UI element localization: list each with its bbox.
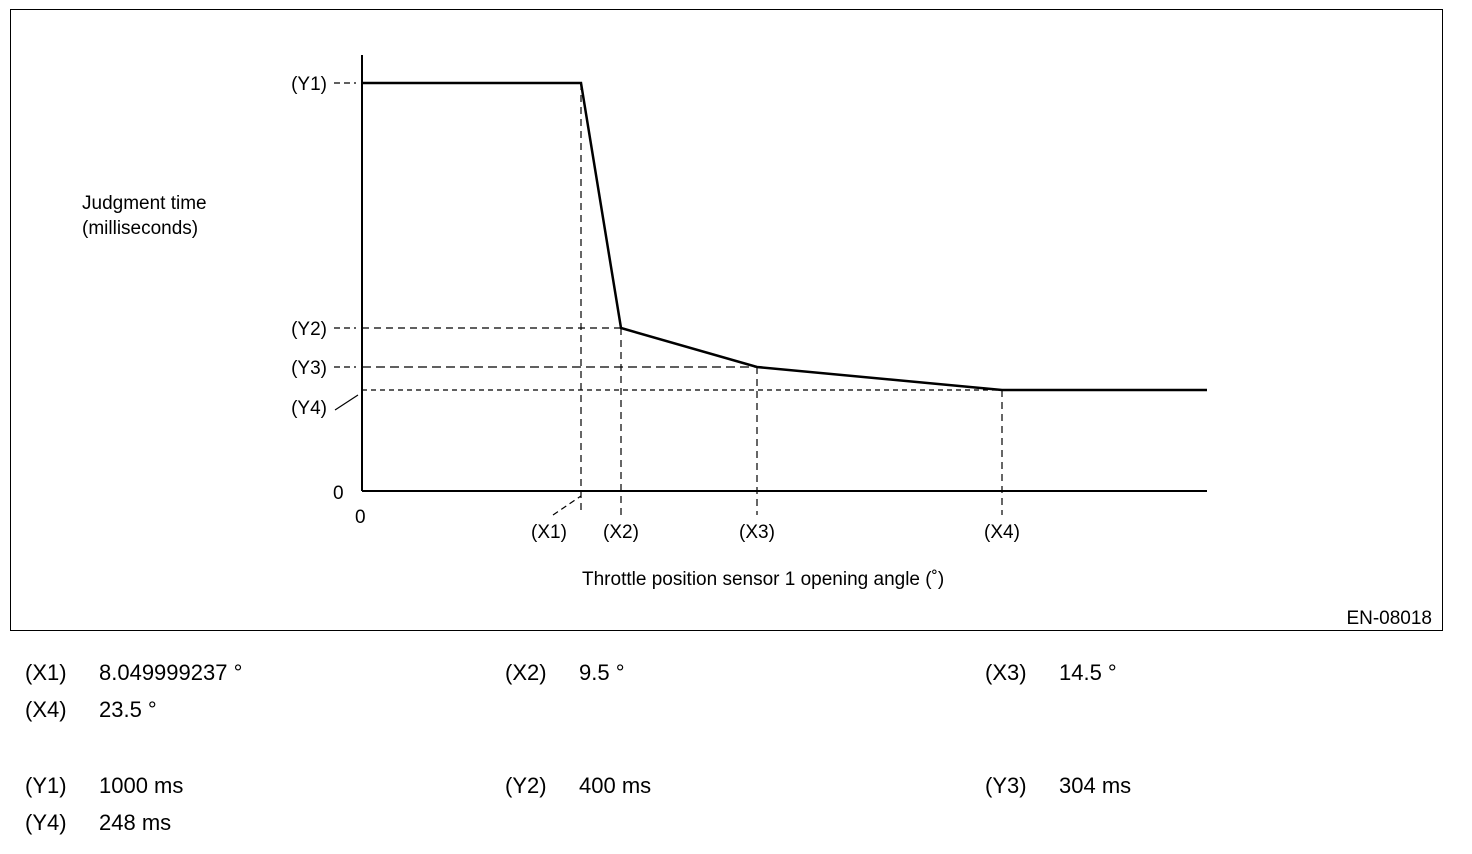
- legend-key: (Y2): [505, 773, 547, 798]
- legend-value: 14.5 °: [1059, 660, 1117, 685]
- y-tick-label-y3: (Y3): [291, 358, 327, 379]
- x-origin-label: 0: [355, 507, 366, 528]
- y-axis-label-line1: Judgment time: [82, 193, 207, 214]
- legend-key: (Y1): [25, 773, 67, 798]
- legend-value: 9.5 °: [579, 660, 625, 685]
- legend-value: 8.049999237 °: [99, 660, 243, 685]
- legend-key: (X4): [25, 697, 67, 722]
- y-leader-y4: [334, 394, 359, 411]
- legend-key: (X3): [985, 660, 1027, 685]
- legend-key: (Y3): [985, 773, 1027, 798]
- legend-row: (Y4) 248 ms: [0, 810, 1472, 838]
- x-tick-label-x1: (X1): [531, 522, 567, 543]
- x-tick-label-x2: (X2): [603, 522, 639, 543]
- axes: [361, 55, 1207, 492]
- y-tick-label-y1: (Y1): [291, 74, 327, 95]
- y-tick-label-y2: (Y2): [291, 319, 327, 340]
- legend-value: 400 ms: [579, 773, 652, 798]
- legend-key: (X1): [25, 660, 67, 685]
- legend-key: (Y4): [25, 810, 67, 835]
- legend-value: 304 ms: [1059, 773, 1132, 798]
- chart-frame: [10, 9, 1443, 631]
- legend-value: 23.5 °: [99, 697, 157, 722]
- x-axis-label: Throttle position sensor 1 opening angle…: [582, 569, 944, 590]
- x-tick-label-x4: (X4): [984, 522, 1020, 543]
- tick-labels: (Y1) (Y2) (Y3) (Y4) (X1) (X2) (X3) (X4): [291, 74, 1020, 543]
- legend-row: (X1) 8.049999237 ° (X2) 9.5 ° (X3) 14.5 °: [0, 660, 1472, 688]
- legend-row: (Y1) 1000 ms (Y2) 400 ms (Y3) 304 ms: [0, 773, 1472, 801]
- legend-value: 1000 ms: [99, 773, 184, 798]
- y-tick-label-y4: (Y4): [291, 398, 327, 419]
- y-origin-label: 0: [333, 483, 344, 504]
- legend-row: (X4) 23.5 °: [0, 697, 1472, 725]
- guide-lines: [334, 82, 1003, 516]
- legend-value: 248 ms: [99, 810, 172, 835]
- legend-key: (X2): [505, 660, 547, 685]
- x-tick-label-x3: (X3): [739, 522, 775, 543]
- x-leader-x1: [552, 495, 582, 516]
- figure-id: EN-08018: [1346, 608, 1432, 629]
- judgment-time-chart: (Y1) (Y2) (Y3) (Y4) (X1) (X2) (X3) (X4) Judgmen…: [82, 55, 1432, 629]
- y-axis-label-line2: (milliseconds): [82, 218, 198, 239]
- series-line: [362, 81, 1207, 392]
